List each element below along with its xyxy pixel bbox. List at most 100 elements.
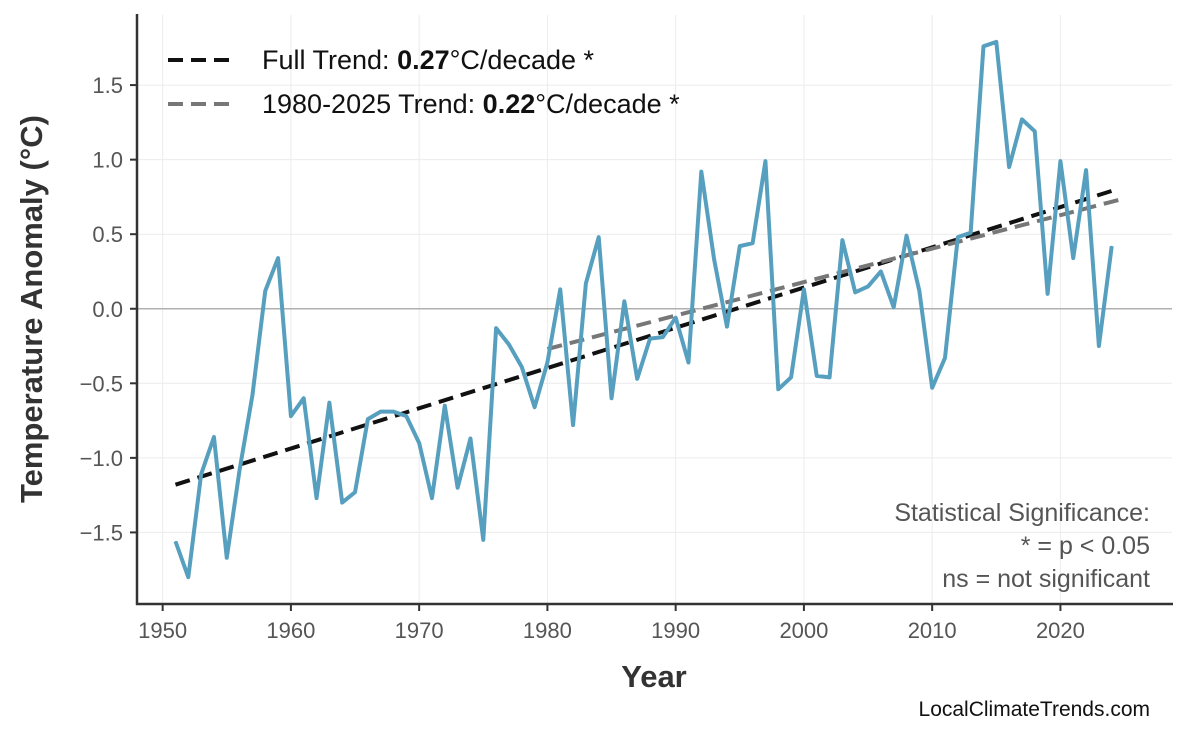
data-point	[662, 336, 664, 338]
data-point	[354, 491, 356, 493]
data-point	[277, 257, 279, 259]
data-point	[918, 290, 920, 292]
data-point	[546, 361, 548, 363]
data-point	[469, 437, 471, 439]
data-point	[931, 387, 933, 389]
data-point	[393, 411, 395, 413]
x-ticks: 1950 1960 1970 1980 1990 2000 2010 2020	[138, 604, 1085, 643]
x-tick-label: 2000	[779, 618, 828, 643]
data-point	[982, 45, 984, 47]
data-point	[867, 285, 869, 287]
data-point	[906, 235, 908, 237]
data-point	[1098, 345, 1100, 347]
data-point	[752, 242, 754, 244]
y-tick-label: −0.5	[80, 371, 123, 396]
data-points	[174, 41, 1113, 578]
data-point	[405, 415, 407, 417]
data-point	[995, 41, 997, 43]
data-point	[739, 245, 741, 247]
data-point	[174, 540, 176, 542]
data-point	[790, 376, 792, 378]
data-point	[290, 415, 292, 417]
note-line-2: * = p < 0.05	[1021, 532, 1150, 560]
y-tick-label: −1.5	[80, 520, 123, 545]
data-point	[559, 288, 561, 290]
data-point	[341, 502, 343, 504]
data-point	[1072, 257, 1074, 259]
significance-note: Statistical Significance: * = p < 0.05 n…	[894, 499, 1150, 593]
x-tick-label: 1990	[651, 618, 700, 643]
data-point	[251, 394, 253, 396]
data-point	[649, 338, 651, 340]
y-tick-label: 0.0	[92, 297, 123, 322]
data-point	[777, 388, 779, 390]
data-point	[226, 557, 228, 559]
x-tick-label: 1950	[138, 618, 187, 643]
data-point	[623, 300, 625, 302]
x-tick-label: 1960	[266, 618, 315, 643]
trend-line-full-trend	[174, 189, 1113, 487]
data-point	[675, 317, 677, 319]
note-line-1: Statistical Significance:	[894, 499, 1150, 527]
y-ticks: −1.5 −1.0 −0.5 0.0 0.5 1.0 1.5	[80, 73, 137, 545]
data-point	[495, 327, 497, 329]
data-point	[328, 402, 330, 404]
data-point	[970, 232, 972, 234]
y-tick-label: 1.5	[92, 73, 123, 98]
data-point	[303, 397, 305, 399]
data-point	[636, 378, 638, 380]
data-point	[687, 361, 689, 363]
data-point	[1034, 130, 1036, 132]
y-tick-label: 1.0	[92, 148, 123, 173]
data-point	[1047, 293, 1049, 295]
x-tick-label: 2020	[1036, 618, 1085, 643]
data-point	[213, 436, 215, 438]
data-point	[841, 239, 843, 241]
data-point	[880, 270, 882, 272]
data-point	[431, 497, 433, 499]
data-point	[957, 236, 959, 238]
data-point	[418, 442, 420, 444]
data-point	[1085, 169, 1087, 171]
legend-label-1980-trend: 1980-2025 Trend: 0.22°C/decade *	[262, 89, 680, 119]
data-point	[854, 291, 856, 293]
data-point	[1059, 160, 1061, 162]
watermark: LocalClimateTrends.com	[919, 698, 1150, 721]
data-point	[1021, 118, 1023, 120]
legend: Full Trend: 0.27°C/decade * 1980-2025 Tr…	[168, 45, 680, 119]
data-point	[534, 406, 536, 408]
data-point	[803, 288, 805, 290]
data-point	[508, 344, 510, 346]
trend-line-1980-2025-trend	[546, 196, 1126, 351]
y-tick-label: −1.0	[80, 446, 123, 471]
data-point	[187, 576, 189, 578]
x-tick-label: 2010	[908, 618, 957, 643]
data-point	[444, 405, 446, 407]
data-point	[585, 282, 587, 284]
data-point	[239, 469, 241, 471]
data-point	[598, 236, 600, 238]
data-point	[611, 397, 613, 399]
legend-label-full-trend: Full Trend: 0.27°C/decade *	[262, 45, 595, 75]
data-point	[726, 326, 728, 328]
data-point	[521, 366, 523, 368]
data-point	[200, 473, 202, 475]
data-point	[944, 357, 946, 359]
x-tick-label: 1980	[523, 618, 572, 643]
data-point	[380, 411, 382, 413]
data-point	[264, 290, 266, 292]
data-point	[816, 375, 818, 377]
data-point	[1111, 245, 1113, 247]
data-point	[829, 376, 831, 378]
data-point	[367, 418, 369, 420]
data-point	[316, 497, 318, 499]
data-point	[764, 160, 766, 162]
anomaly-series-line	[173, 39, 1114, 580]
x-tick-label: 1970	[395, 618, 444, 643]
data-point	[893, 306, 895, 308]
data-point	[1008, 166, 1010, 168]
data-point	[700, 171, 702, 173]
y-axis-label: Temperature Anomaly (°C)	[14, 115, 49, 503]
note-line-3: ns = not significant	[942, 565, 1150, 593]
